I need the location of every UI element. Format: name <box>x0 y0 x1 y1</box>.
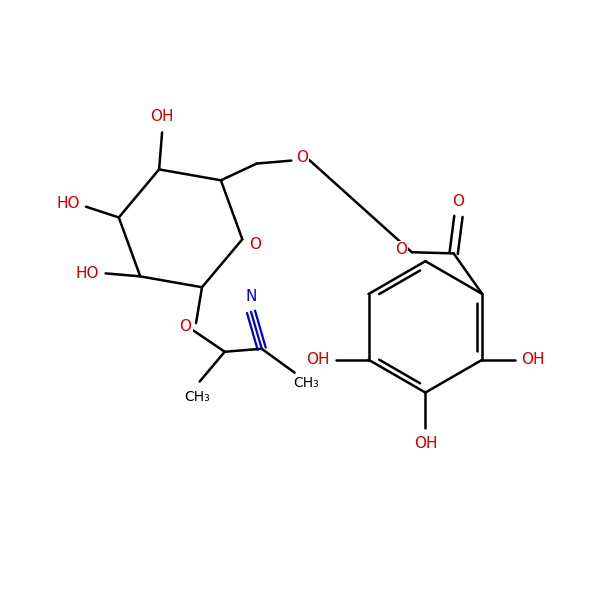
Text: OH: OH <box>306 352 329 367</box>
Text: OH: OH <box>521 352 545 367</box>
Text: OH: OH <box>151 109 174 124</box>
Text: O: O <box>395 242 407 257</box>
Text: CH₃: CH₃ <box>293 376 319 391</box>
Text: O: O <box>179 319 191 334</box>
Text: HO: HO <box>56 196 80 211</box>
Text: O: O <box>250 236 262 251</box>
Text: N: N <box>245 289 257 304</box>
Text: OH: OH <box>413 436 437 451</box>
Text: O: O <box>452 194 464 209</box>
Text: CH₃: CH₃ <box>184 390 209 404</box>
Text: O: O <box>296 149 308 164</box>
Text: HO: HO <box>76 266 100 281</box>
